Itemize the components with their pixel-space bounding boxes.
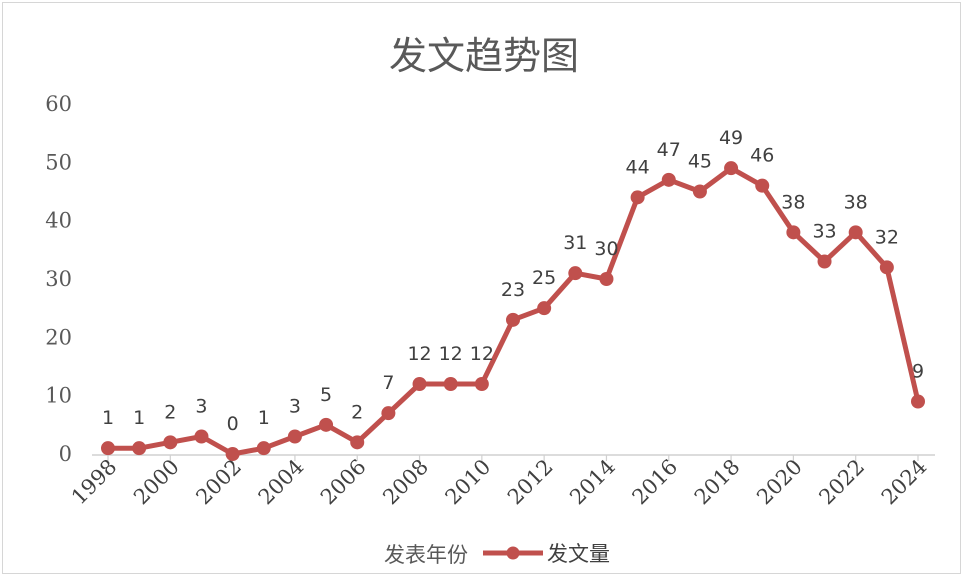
data-point	[101, 441, 115, 456]
data-point	[350, 435, 365, 450]
data-point	[599, 272, 614, 286]
y-tick-label: 0	[59, 442, 72, 466]
x-axis-title: 发表年份	[384, 543, 468, 567]
data-point	[661, 172, 676, 187]
x-tick-label: 2016	[628, 455, 683, 510]
y-tick-label: 20	[45, 325, 72, 349]
data-label: 3	[289, 396, 301, 418]
legend-dot-marker	[506, 546, 520, 560]
chart-title: 发文趋势图	[389, 34, 579, 78]
data-label: 9	[912, 361, 924, 383]
data-point	[692, 184, 707, 199]
x-tick-label: 2012	[503, 455, 558, 510]
data-label: 1	[133, 407, 145, 429]
x-tick-label: 2010	[441, 455, 496, 510]
x-tick-label: 2020	[752, 455, 807, 510]
data-point	[256, 441, 271, 456]
data-label: 44	[626, 156, 650, 178]
data-point	[132, 441, 147, 456]
y-tick-label: 50	[45, 150, 72, 174]
data-label: 2	[164, 401, 176, 423]
x-tick-label: 2008	[378, 455, 433, 510]
x-tick-label: 2002	[191, 455, 246, 510]
y-axis-ticks: 0 10 20 30 40 50 60	[45, 92, 72, 466]
data-label: 3	[195, 396, 207, 418]
x-tick-label: 1998	[67, 455, 122, 510]
data-label: 25	[532, 267, 556, 289]
data-label: 38	[844, 191, 868, 213]
legend-label: 发文量	[547, 542, 610, 566]
y-tick-label: 60	[45, 92, 72, 116]
y-tick-label: 40	[45, 209, 72, 233]
data-point	[755, 178, 770, 193]
data-point	[879, 260, 894, 275]
data-label: 49	[719, 127, 743, 149]
x-tick-label: 2014	[565, 455, 620, 510]
legend: 发文量	[483, 542, 610, 566]
y-tick-label: 30	[45, 267, 72, 291]
data-point	[443, 377, 458, 391]
data-label: 1	[102, 407, 114, 429]
data-point	[287, 429, 302, 444]
data-point	[848, 225, 863, 240]
x-axis-ticks: 1998 2000 2002 2004 2006 2008 2010 2012 2014 2016…	[67, 455, 932, 510]
data-point	[474, 377, 489, 391]
data-label: 12	[407, 343, 431, 365]
data-label: 12	[470, 343, 494, 365]
data-label: 7	[382, 372, 394, 394]
data-point	[786, 225, 801, 240]
x-tick-label: 2000	[129, 455, 184, 510]
data-point	[506, 312, 520, 327]
data-label: 12	[439, 343, 463, 365]
data-point	[412, 377, 427, 391]
data-label: 31	[563, 232, 587, 254]
data-label: 30	[594, 238, 618, 260]
data-point	[194, 429, 209, 444]
data-point	[568, 266, 583, 281]
y-tick-label: 10	[45, 384, 72, 408]
x-tick-label: 2006	[316, 455, 371, 510]
data-label: 32	[875, 226, 899, 248]
data-point	[911, 394, 925, 409]
data-point	[630, 190, 645, 205]
data-label: 46	[750, 145, 774, 167]
data-point	[381, 406, 396, 421]
x-tick-label: 2004	[254, 455, 309, 510]
data-label: 33	[812, 221, 836, 243]
data-point	[225, 447, 240, 461]
data-point	[163, 435, 178, 450]
data-point	[817, 254, 832, 269]
data-label: 0	[227, 413, 239, 435]
x-tick-label: 2024	[877, 455, 932, 510]
data-label: 47	[657, 139, 681, 161]
data-label: 38	[781, 191, 805, 213]
data-label: 5	[320, 384, 332, 406]
x-tick-label: 2018	[690, 455, 745, 510]
x-tick-label: 2022	[814, 455, 869, 510]
series-layer	[101, 161, 925, 461]
data-label: 1	[258, 407, 270, 429]
data-point	[319, 417, 334, 432]
data-label: 2	[351, 401, 363, 423]
data-label: 45	[688, 151, 712, 173]
data-label: 23	[501, 279, 525, 301]
data-point	[724, 161, 739, 176]
data-point	[537, 301, 552, 316]
